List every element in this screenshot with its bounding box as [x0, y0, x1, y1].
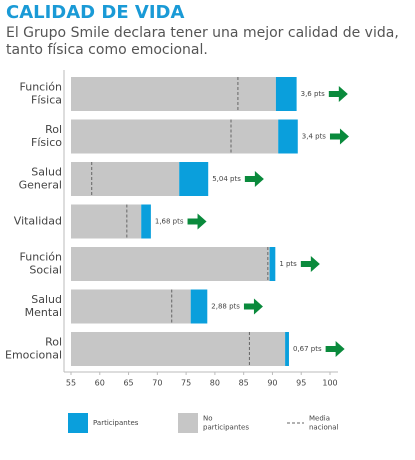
category-label: Vitalidad: [14, 215, 62, 228]
category-label: Rol Emocional: [5, 336, 62, 362]
value-label: 5,04 pts: [212, 175, 241, 183]
arrow: [325, 341, 345, 357]
bar-no-participantes: [71, 289, 191, 324]
legend-label: Media nacional: [309, 415, 339, 432]
value-label: 0,67 pts: [293, 345, 322, 353]
category-label: Salud General: [19, 166, 62, 192]
x-tick-label: 60: [95, 379, 105, 388]
arrow: [187, 213, 207, 230]
arrow: [243, 298, 263, 315]
x-tick-label: 75: [181, 379, 191, 388]
bar-participantes: [190, 289, 208, 324]
x-tick-label: 70: [152, 379, 162, 388]
bar-participantes: [275, 77, 297, 111]
value-label: 2,88 pts: [211, 303, 240, 311]
bar-participantes: [179, 162, 209, 196]
chart-title: CALIDAD DE VIDA: [6, 2, 185, 23]
x-tick-label: 100: [322, 379, 337, 388]
x-tick-label: 65: [123, 379, 133, 388]
bar-no-participantes: [71, 162, 180, 196]
x-tick-label: 80: [210, 379, 220, 388]
x-tick-label: 85: [239, 379, 249, 388]
arrow: [244, 171, 264, 187]
legend-label: Participantes: [93, 419, 139, 427]
value-label: 1 pts: [279, 260, 297, 268]
bar-no-participantes: [71, 77, 276, 111]
bar-no-participantes: [71, 332, 286, 366]
x-tick-label: 90: [267, 379, 277, 388]
bar-no-participantes: [71, 119, 279, 154]
value-label: 3,4 pts: [302, 133, 327, 141]
arrow: [328, 86, 348, 102]
bar-no-participantes: [71, 204, 142, 239]
bar-participantes: [285, 332, 289, 366]
x-tick-label: 95: [296, 379, 306, 388]
category-label: Función Física: [20, 81, 63, 107]
chart-subtitle: El Grupo Smile declara tener una mejor c…: [6, 25, 399, 58]
category-label: Función Social: [20, 251, 63, 277]
category-label: Rol Físico: [31, 123, 62, 149]
x-tick-label: 55: [66, 379, 76, 388]
value-label: 3,6 pts: [301, 90, 326, 98]
category-label: Salud Mental: [25, 293, 62, 319]
arrow: [329, 128, 349, 145]
bar-no-participantes: [71, 247, 270, 281]
bar-participantes: [278, 119, 298, 154]
legend-label: No participantes: [203, 415, 249, 432]
legend-swatch: [68, 413, 88, 433]
bar-participantes: [141, 204, 151, 239]
bar-participantes: [269, 247, 276, 281]
arrow: [300, 256, 320, 272]
value-label: 1,68 pts: [155, 218, 184, 226]
legend-swatch: [178, 413, 198, 433]
